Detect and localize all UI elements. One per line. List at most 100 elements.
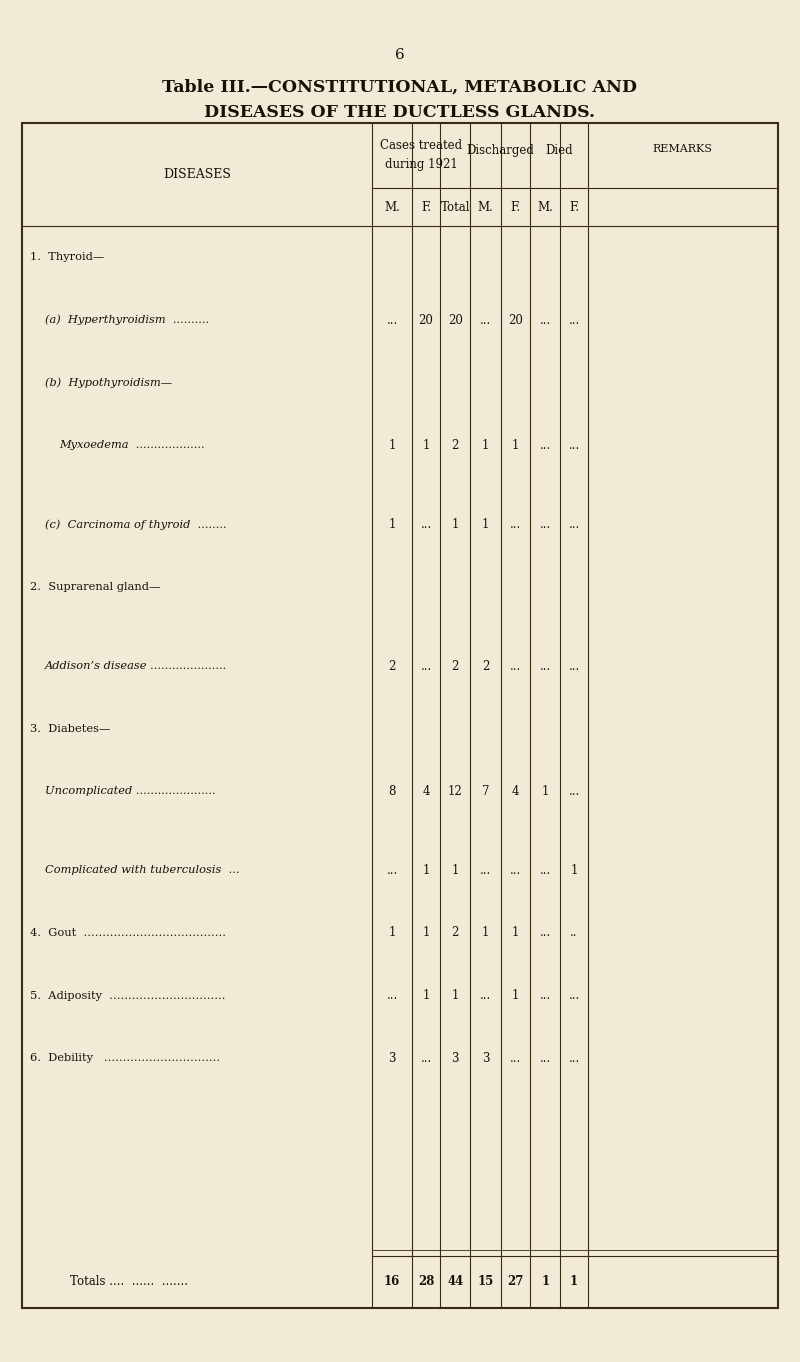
Text: DISEASES OF THE DUCTLESS GLANDS.: DISEASES OF THE DUCTLESS GLANDS. bbox=[205, 104, 595, 120]
Text: ...: ... bbox=[568, 659, 580, 673]
Text: 20: 20 bbox=[448, 313, 462, 327]
Text: ...: ... bbox=[420, 1051, 432, 1065]
Text: Addison’s disease .....................: Addison’s disease ..................... bbox=[45, 661, 227, 671]
Text: ...: ... bbox=[386, 864, 398, 877]
Text: ...: ... bbox=[539, 864, 551, 877]
Text: ...: ... bbox=[539, 989, 551, 1002]
Text: Uncomplicated ......................: Uncomplicated ...................... bbox=[45, 786, 215, 797]
Text: (c)  Carcinoma of thyroid  ........: (c) Carcinoma of thyroid ........ bbox=[45, 519, 226, 530]
Text: Complicated with tuberculosis  ...: Complicated with tuberculosis ... bbox=[45, 865, 239, 876]
Text: 1: 1 bbox=[541, 1275, 550, 1288]
Text: 2: 2 bbox=[451, 926, 459, 940]
Text: ...: ... bbox=[510, 1051, 522, 1065]
Text: ...: ... bbox=[510, 864, 522, 877]
Text: 2: 2 bbox=[451, 659, 459, 673]
Text: 1: 1 bbox=[422, 439, 430, 452]
Text: 1: 1 bbox=[512, 926, 519, 940]
Text: 3.  Diabetes—: 3. Diabetes— bbox=[30, 723, 110, 734]
Text: M.: M. bbox=[538, 200, 553, 214]
Text: DISEASES: DISEASES bbox=[163, 168, 231, 181]
Text: Died: Died bbox=[546, 144, 573, 158]
Text: Table III.—CONSTITUTIONAL, METABOLIC AND: Table III.—CONSTITUTIONAL, METABOLIC AND bbox=[162, 79, 638, 95]
Text: 1: 1 bbox=[451, 518, 459, 531]
Text: 27: 27 bbox=[507, 1275, 524, 1288]
Text: 1: 1 bbox=[422, 926, 430, 940]
Text: ...: ... bbox=[510, 518, 522, 531]
Text: Totals ....  ......  .......: Totals .... ...... ....... bbox=[70, 1275, 189, 1288]
Text: Cases treated: Cases treated bbox=[380, 139, 462, 153]
Text: 6: 6 bbox=[395, 48, 405, 61]
Text: 8: 8 bbox=[388, 785, 396, 798]
Text: 1: 1 bbox=[388, 926, 396, 940]
Text: 3: 3 bbox=[388, 1051, 396, 1065]
Text: 44: 44 bbox=[447, 1275, 463, 1288]
Text: 1: 1 bbox=[570, 1275, 578, 1288]
Text: (a)  Hyperthyroidism  ..........: (a) Hyperthyroidism .......... bbox=[45, 315, 209, 326]
Text: 1: 1 bbox=[422, 864, 430, 877]
Text: 1: 1 bbox=[451, 864, 459, 877]
Text: ...: ... bbox=[539, 659, 551, 673]
Text: 4: 4 bbox=[512, 785, 519, 798]
Text: Discharged: Discharged bbox=[466, 144, 534, 158]
Text: ...: ... bbox=[386, 989, 398, 1002]
Text: ...: ... bbox=[568, 518, 580, 531]
Text: during 1921: during 1921 bbox=[385, 158, 458, 172]
Text: 5.  Adiposity  ...............................: 5. Adiposity ...........................… bbox=[30, 990, 226, 1001]
Text: 1: 1 bbox=[482, 518, 490, 531]
Text: 1.  Thyroid—: 1. Thyroid— bbox=[30, 252, 105, 263]
Text: (b)  Hypothyroidism—: (b) Hypothyroidism— bbox=[45, 377, 172, 388]
Text: 1: 1 bbox=[388, 439, 396, 452]
Text: 3: 3 bbox=[482, 1051, 490, 1065]
Text: 1: 1 bbox=[451, 989, 459, 1002]
Text: ...: ... bbox=[510, 659, 522, 673]
Text: 12: 12 bbox=[448, 785, 462, 798]
Text: M.: M. bbox=[384, 200, 400, 214]
Text: ..: .. bbox=[570, 926, 578, 940]
Text: ...: ... bbox=[539, 439, 551, 452]
Text: 3: 3 bbox=[451, 1051, 459, 1065]
Text: 4: 4 bbox=[422, 785, 430, 798]
Text: 20: 20 bbox=[508, 313, 523, 327]
Text: F.: F. bbox=[510, 200, 521, 214]
Text: ...: ... bbox=[539, 926, 551, 940]
Text: F.: F. bbox=[569, 200, 579, 214]
Text: ...: ... bbox=[480, 864, 491, 877]
Text: ...: ... bbox=[539, 1051, 551, 1065]
Text: ...: ... bbox=[568, 989, 580, 1002]
Text: 28: 28 bbox=[418, 1275, 434, 1288]
Text: 1: 1 bbox=[482, 439, 490, 452]
Text: 6.  Debility   ...............................: 6. Debility ............................… bbox=[30, 1053, 221, 1064]
Text: 2: 2 bbox=[451, 439, 459, 452]
Text: Myxoedema  ...................: Myxoedema ................... bbox=[59, 440, 205, 451]
Text: REMARKS: REMARKS bbox=[653, 144, 713, 154]
Text: 1: 1 bbox=[422, 989, 430, 1002]
Text: 1: 1 bbox=[482, 926, 490, 940]
Text: 2: 2 bbox=[482, 659, 490, 673]
Text: ...: ... bbox=[420, 518, 432, 531]
Text: F.: F. bbox=[421, 200, 431, 214]
Text: ...: ... bbox=[568, 1051, 580, 1065]
Text: M.: M. bbox=[478, 200, 494, 214]
Text: 4.  Gout  ......................................: 4. Gout ................................… bbox=[30, 928, 226, 938]
Text: Total: Total bbox=[441, 200, 470, 214]
Text: ...: ... bbox=[568, 313, 580, 327]
Text: ...: ... bbox=[568, 785, 580, 798]
Text: ...: ... bbox=[420, 659, 432, 673]
Text: 15: 15 bbox=[478, 1275, 494, 1288]
Text: 2.  Suprarenal gland—: 2. Suprarenal gland— bbox=[30, 582, 161, 592]
Text: ...: ... bbox=[386, 313, 398, 327]
Text: 1: 1 bbox=[512, 439, 519, 452]
Text: 1: 1 bbox=[512, 989, 519, 1002]
Text: ...: ... bbox=[480, 989, 491, 1002]
Text: ...: ... bbox=[539, 313, 551, 327]
Text: 1: 1 bbox=[570, 864, 578, 877]
Text: ...: ... bbox=[568, 439, 580, 452]
Text: 16: 16 bbox=[384, 1275, 400, 1288]
Text: 20: 20 bbox=[418, 313, 434, 327]
Text: 2: 2 bbox=[388, 659, 396, 673]
Text: 7: 7 bbox=[482, 785, 490, 798]
Text: 1: 1 bbox=[542, 785, 549, 798]
Text: ...: ... bbox=[480, 313, 491, 327]
Text: ...: ... bbox=[539, 518, 551, 531]
Text: 1: 1 bbox=[388, 518, 396, 531]
